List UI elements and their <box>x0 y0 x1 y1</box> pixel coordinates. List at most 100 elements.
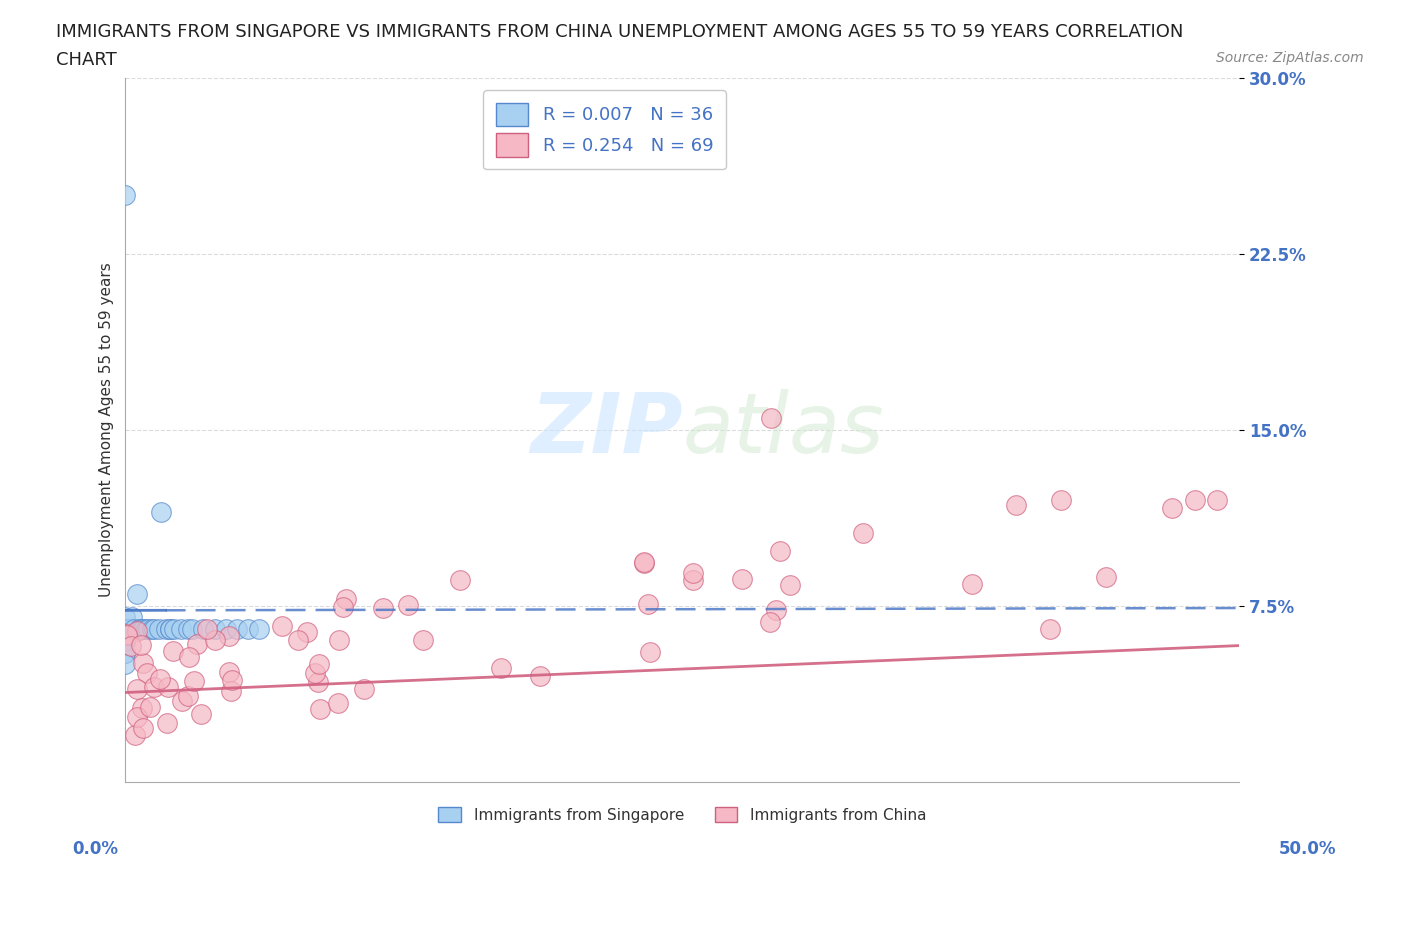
Point <box>307 674 329 689</box>
Point <box>489 660 512 675</box>
Point <box>308 701 330 716</box>
Point <box>121 610 143 625</box>
Text: CHART: CHART <box>56 51 117 69</box>
Point <box>149 672 172 687</box>
Point <box>170 694 193 709</box>
Point <box>449 572 471 587</box>
Point <box>139 699 162 714</box>
Point <box>177 688 200 703</box>
Point <box>1050 493 1073 508</box>
Point <box>114 657 136 671</box>
Point <box>124 622 146 637</box>
Point <box>761 410 783 425</box>
Point <box>143 622 166 637</box>
Point <box>183 673 205 688</box>
Point <box>218 628 240 643</box>
Point <box>193 622 215 637</box>
Text: ZIP: ZIP <box>530 390 682 471</box>
Point <box>127 710 149 724</box>
Text: 0.0%: 0.0% <box>73 840 118 857</box>
Point <box>134 622 156 637</box>
Point <box>219 684 242 698</box>
Point <box>1005 498 1028 512</box>
Point <box>114 622 136 637</box>
Point <box>162 644 184 658</box>
Point <box>412 633 434 648</box>
Point <box>179 649 201 664</box>
Point <box>765 603 787 618</box>
Point <box>114 633 136 648</box>
Point <box>186 636 208 651</box>
Point <box>1039 622 1062 637</box>
Point <box>129 622 152 637</box>
Point <box>115 628 138 643</box>
Point <box>156 716 179 731</box>
Point <box>114 633 136 648</box>
Point <box>731 572 754 587</box>
Point <box>142 680 165 695</box>
Point <box>125 682 148 697</box>
Point <box>758 615 780 630</box>
Point <box>124 727 146 742</box>
Point <box>1184 493 1206 508</box>
Point <box>529 669 551 684</box>
Point <box>159 622 181 637</box>
Point <box>353 682 375 697</box>
Point <box>287 632 309 647</box>
Point <box>215 622 238 637</box>
Point <box>637 597 659 612</box>
Point <box>633 555 655 570</box>
Point <box>247 622 270 637</box>
Point <box>128 622 150 637</box>
Point <box>779 578 801 592</box>
Point <box>221 672 243 687</box>
Point <box>852 525 875 540</box>
Point <box>769 543 792 558</box>
Point <box>960 577 983 591</box>
Point <box>141 622 163 637</box>
Point <box>638 644 661 659</box>
Point <box>114 610 136 625</box>
Point <box>125 587 148 602</box>
Point <box>115 627 138 642</box>
Point <box>332 600 354 615</box>
Point <box>682 572 704 587</box>
Y-axis label: Unemployment Among Ages 55 to 59 years: Unemployment Among Ages 55 to 59 years <box>100 262 114 597</box>
Point <box>225 622 247 637</box>
Point <box>150 504 173 519</box>
Point <box>114 633 136 648</box>
Point <box>170 622 193 637</box>
Point <box>271 618 294 633</box>
Point <box>132 656 155 671</box>
Point <box>204 622 226 637</box>
Point <box>159 622 181 637</box>
Point <box>155 622 177 637</box>
Point <box>373 600 395 615</box>
Point <box>163 622 186 637</box>
Point <box>114 622 136 637</box>
Point <box>114 645 136 660</box>
Point <box>132 721 155 736</box>
Point <box>633 554 655 569</box>
Point <box>148 622 170 637</box>
Point <box>136 666 159 681</box>
Point <box>335 591 357 606</box>
Text: 50.0%: 50.0% <box>1279 840 1336 857</box>
Point <box>181 622 204 637</box>
Text: Source: ZipAtlas.com: Source: ZipAtlas.com <box>1216 51 1364 65</box>
Point <box>131 700 153 715</box>
Point <box>195 621 218 636</box>
Point <box>120 639 142 654</box>
Point <box>326 695 349 710</box>
Point <box>295 624 318 639</box>
Text: atlas: atlas <box>682 390 884 471</box>
Text: IMMIGRANTS FROM SINGAPORE VS IMMIGRANTS FROM CHINA UNEMPLOYMENT AMONG AGES 55 TO: IMMIGRANTS FROM SINGAPORE VS IMMIGRANTS … <box>56 23 1184 41</box>
Point <box>118 622 141 637</box>
Legend: Immigrants from Singapore, Immigrants from China: Immigrants from Singapore, Immigrants fr… <box>430 799 934 830</box>
Point <box>1094 570 1116 585</box>
Point <box>304 665 326 680</box>
Point <box>204 632 226 647</box>
Point <box>125 624 148 639</box>
Point <box>328 632 350 647</box>
Point <box>114 188 136 203</box>
